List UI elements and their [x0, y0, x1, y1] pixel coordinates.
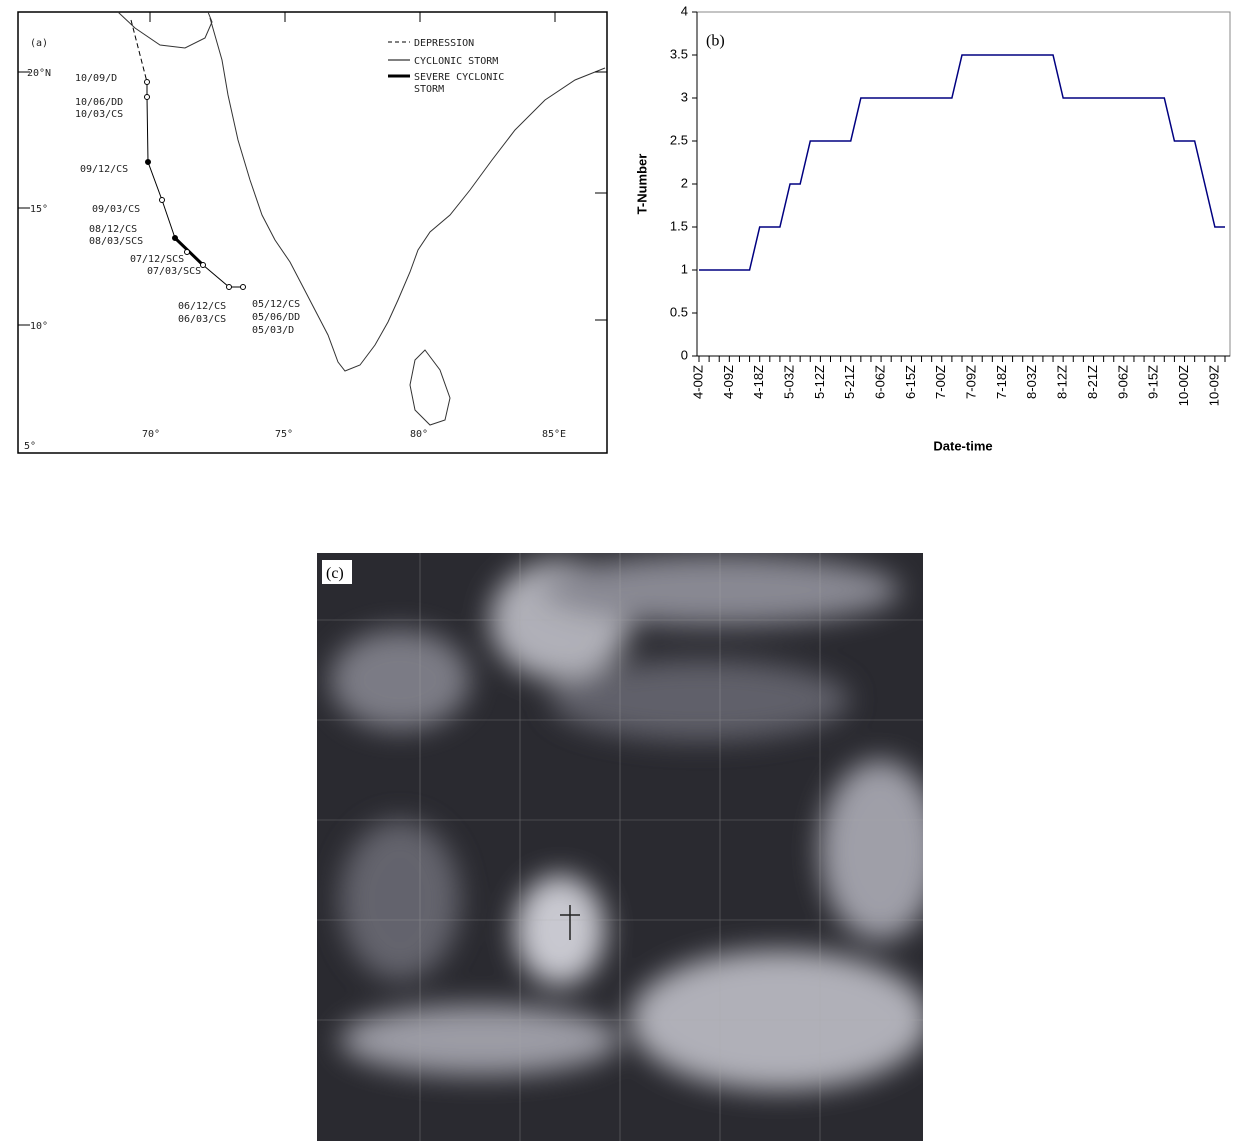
x-tick-label: 8-12Z: [1055, 365, 1070, 399]
lat-label: 15°: [30, 204, 48, 215]
track-point: [200, 262, 206, 268]
legend-label: DEPRESSION: [414, 38, 474, 49]
y-tick-label: 2: [681, 175, 688, 190]
lon-label: 80°: [410, 429, 428, 440]
x-tick-label: 10-09Z: [1206, 365, 1221, 406]
panel-label: (c): [326, 565, 344, 582]
track-label: 05/03/D: [252, 325, 294, 336]
track-points: [144, 79, 246, 290]
track-map: DEPRESSION CYCLONIC STORM SEVERE CYCLONI…: [17, 11, 608, 454]
track-depression: [130, 19, 148, 83]
track-label: 07/03/SCS: [147, 266, 201, 277]
y-tick-label: 4: [681, 3, 688, 18]
x-tick-label: 7-00Z: [933, 365, 948, 399]
panel-label: (a): [30, 38, 48, 49]
lat-label: 10°: [30, 321, 48, 332]
x-tick-label: 4-18Z: [751, 365, 766, 399]
track-point: [159, 197, 165, 203]
x-tick-label: 7-09Z: [964, 365, 979, 399]
y-tick-label: 3.5: [670, 46, 688, 61]
map-ticks: [18, 12, 607, 326]
track-label: 10/03/CS: [75, 109, 123, 120]
x-tick-label: 9-15Z: [1146, 365, 1161, 399]
satellite-image: (c): [317, 553, 923, 1141]
track-label: 05/06/DD: [252, 312, 300, 323]
x-tick-label: 8-03Z: [1024, 365, 1039, 399]
track-label: 10/06/DD: [75, 97, 123, 108]
plot-frame: [696, 11, 1231, 357]
x-tick-label: 9-06Z: [1115, 365, 1130, 399]
x-tick-label: 7-18Z: [994, 365, 1009, 399]
track-point: [144, 79, 150, 85]
track-point: [226, 284, 232, 290]
coastline: [209, 17, 606, 372]
x-tick-label: 4-09Z: [721, 365, 736, 399]
map-frame: [17, 11, 608, 454]
track-label: 09/12/CS: [80, 164, 128, 175]
y-tick-label: 3: [681, 89, 688, 104]
x-tick-label: 5-21Z: [842, 365, 857, 399]
legend-label: STORM: [414, 84, 444, 95]
lon-label: 75°: [275, 429, 293, 440]
legend-label: SEVERE CYCLONIC: [414, 72, 504, 83]
y-tick-label: 2.5: [670, 132, 688, 147]
track-label: 08/12/CS: [89, 224, 137, 235]
track-label: 06/03/CS: [178, 314, 226, 325]
series-line: [699, 54, 1225, 271]
track-label: 07/12/SCS: [130, 254, 184, 265]
y-tick-label: 1: [681, 261, 688, 276]
track-label: 05/12/CS: [252, 299, 300, 310]
coastline: [117, 11, 213, 49]
track-label: 09/03/CS: [92, 204, 140, 215]
y-tick-label: 0: [681, 347, 688, 362]
lon-label: 85°E: [542, 429, 566, 440]
x-axis-title: Date-time: [933, 438, 992, 453]
x-tick-label: 5-12Z: [812, 365, 827, 399]
y-tick-label: 1.5: [670, 218, 688, 233]
track-label: 06/12/CS: [178, 301, 226, 312]
x-tick-label: 6-15Z: [903, 365, 918, 399]
track-point: [144, 94, 150, 100]
sri-lanka: [409, 349, 451, 426]
t-number-chart: (b) T-Number Date-time 0 0.5 1 1.5 2 2.5 3 3.5 4…: [634, 3, 1231, 453]
legend-label: CYCLONIC STORM: [414, 56, 498, 67]
y-axis-title: T-Number: [634, 154, 649, 215]
y-tick-label: 0.5: [670, 304, 688, 319]
x-tick-label: 5-03Z: [781, 365, 796, 399]
track-label: 10/09/D: [75, 73, 117, 84]
x-tick-label: 8-21Z: [1085, 365, 1100, 399]
track-point: [184, 249, 190, 255]
lon-label: 70°: [142, 429, 160, 440]
x-tick-label: 4-00Z: [690, 365, 705, 399]
track-point: [145, 159, 151, 165]
track-point: [240, 284, 246, 290]
x-tick-label: 10-00Z: [1176, 365, 1191, 406]
lat-label: 5°: [24, 441, 36, 452]
track-label: 08/03/SCS: [89, 236, 143, 247]
track-point: [172, 235, 178, 241]
x-tick-label: 6-06Z: [873, 365, 888, 399]
lat-label: 20°N: [27, 68, 51, 79]
panel-label: (b): [706, 33, 725, 50]
